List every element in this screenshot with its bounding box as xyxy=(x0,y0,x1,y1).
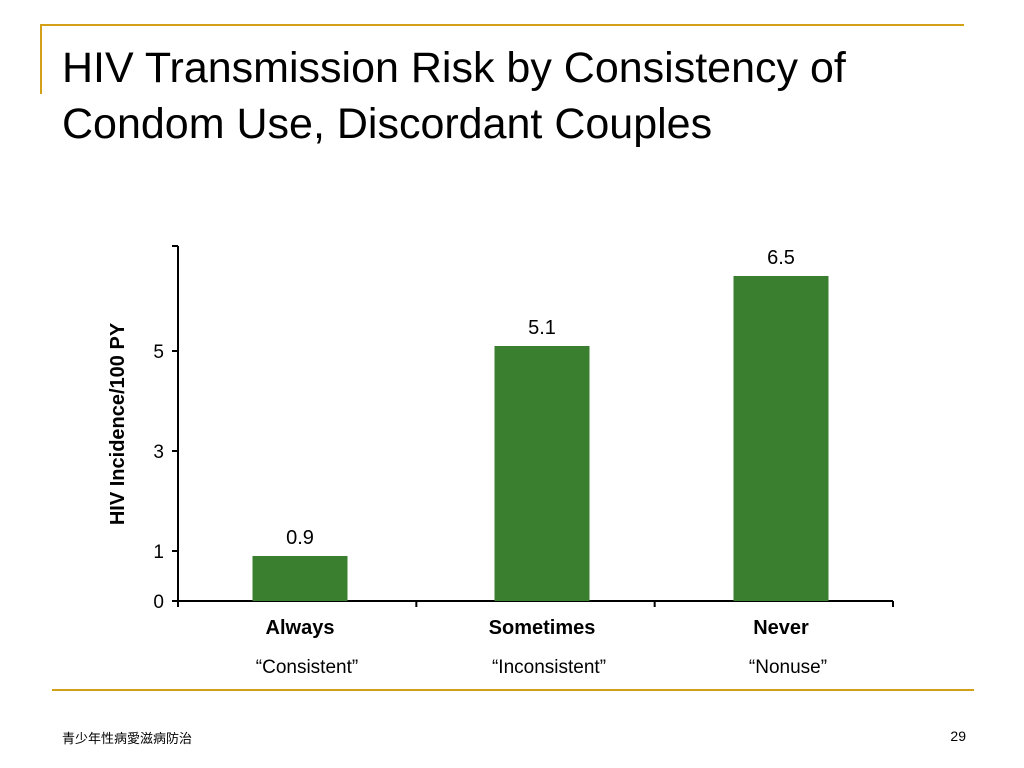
frame-top-line xyxy=(40,24,964,26)
frame-left-line xyxy=(40,24,42,94)
x-subcategory-label: “Consistent” xyxy=(256,657,358,678)
x-category-label: Sometimes xyxy=(489,617,596,639)
y-tick-label: 0 xyxy=(153,592,164,613)
x-category-label: Always xyxy=(266,617,335,639)
slide-title-line-1: HIV Transmission Risk by Consistency of xyxy=(62,44,846,92)
y-tick-label: 1 xyxy=(153,542,164,563)
y-tick-label: 3 xyxy=(153,442,164,463)
y-tick-label: 5 xyxy=(153,342,164,363)
bar-always xyxy=(252,556,348,601)
bar-never xyxy=(733,276,829,601)
page-number: 29 xyxy=(950,728,966,744)
data-label: 5.1 xyxy=(528,317,556,339)
footer-text: 青少年性病愛滋病防治 xyxy=(62,732,193,747)
frame-bottom-line xyxy=(52,689,974,691)
x-subcategory-label: “Nonuse” xyxy=(749,657,827,678)
data-label: 0.9 xyxy=(286,527,314,549)
bar-chart: 0 1 3 5 HIV Incidence/100 PY 0.9 Always “Consis… xyxy=(107,245,894,678)
x-subcategory-label: “Inconsistent” xyxy=(492,657,606,678)
chart-labels: 0 1 3 5 HIV Incidence/100 PY 0.9 Always “Consis… xyxy=(107,247,827,678)
x-category-label: Never xyxy=(753,617,809,639)
slide-title-line-2: Condom Use, Discordant Couples xyxy=(62,100,713,148)
y-axis-title: HIV Incidence/100 PY xyxy=(107,322,129,525)
slide-title: HIV Transmission Risk by Consistency of … xyxy=(62,40,982,152)
chart-bars xyxy=(252,276,829,601)
data-label: 6.5 xyxy=(767,247,795,269)
bar-sometimes xyxy=(494,346,590,601)
